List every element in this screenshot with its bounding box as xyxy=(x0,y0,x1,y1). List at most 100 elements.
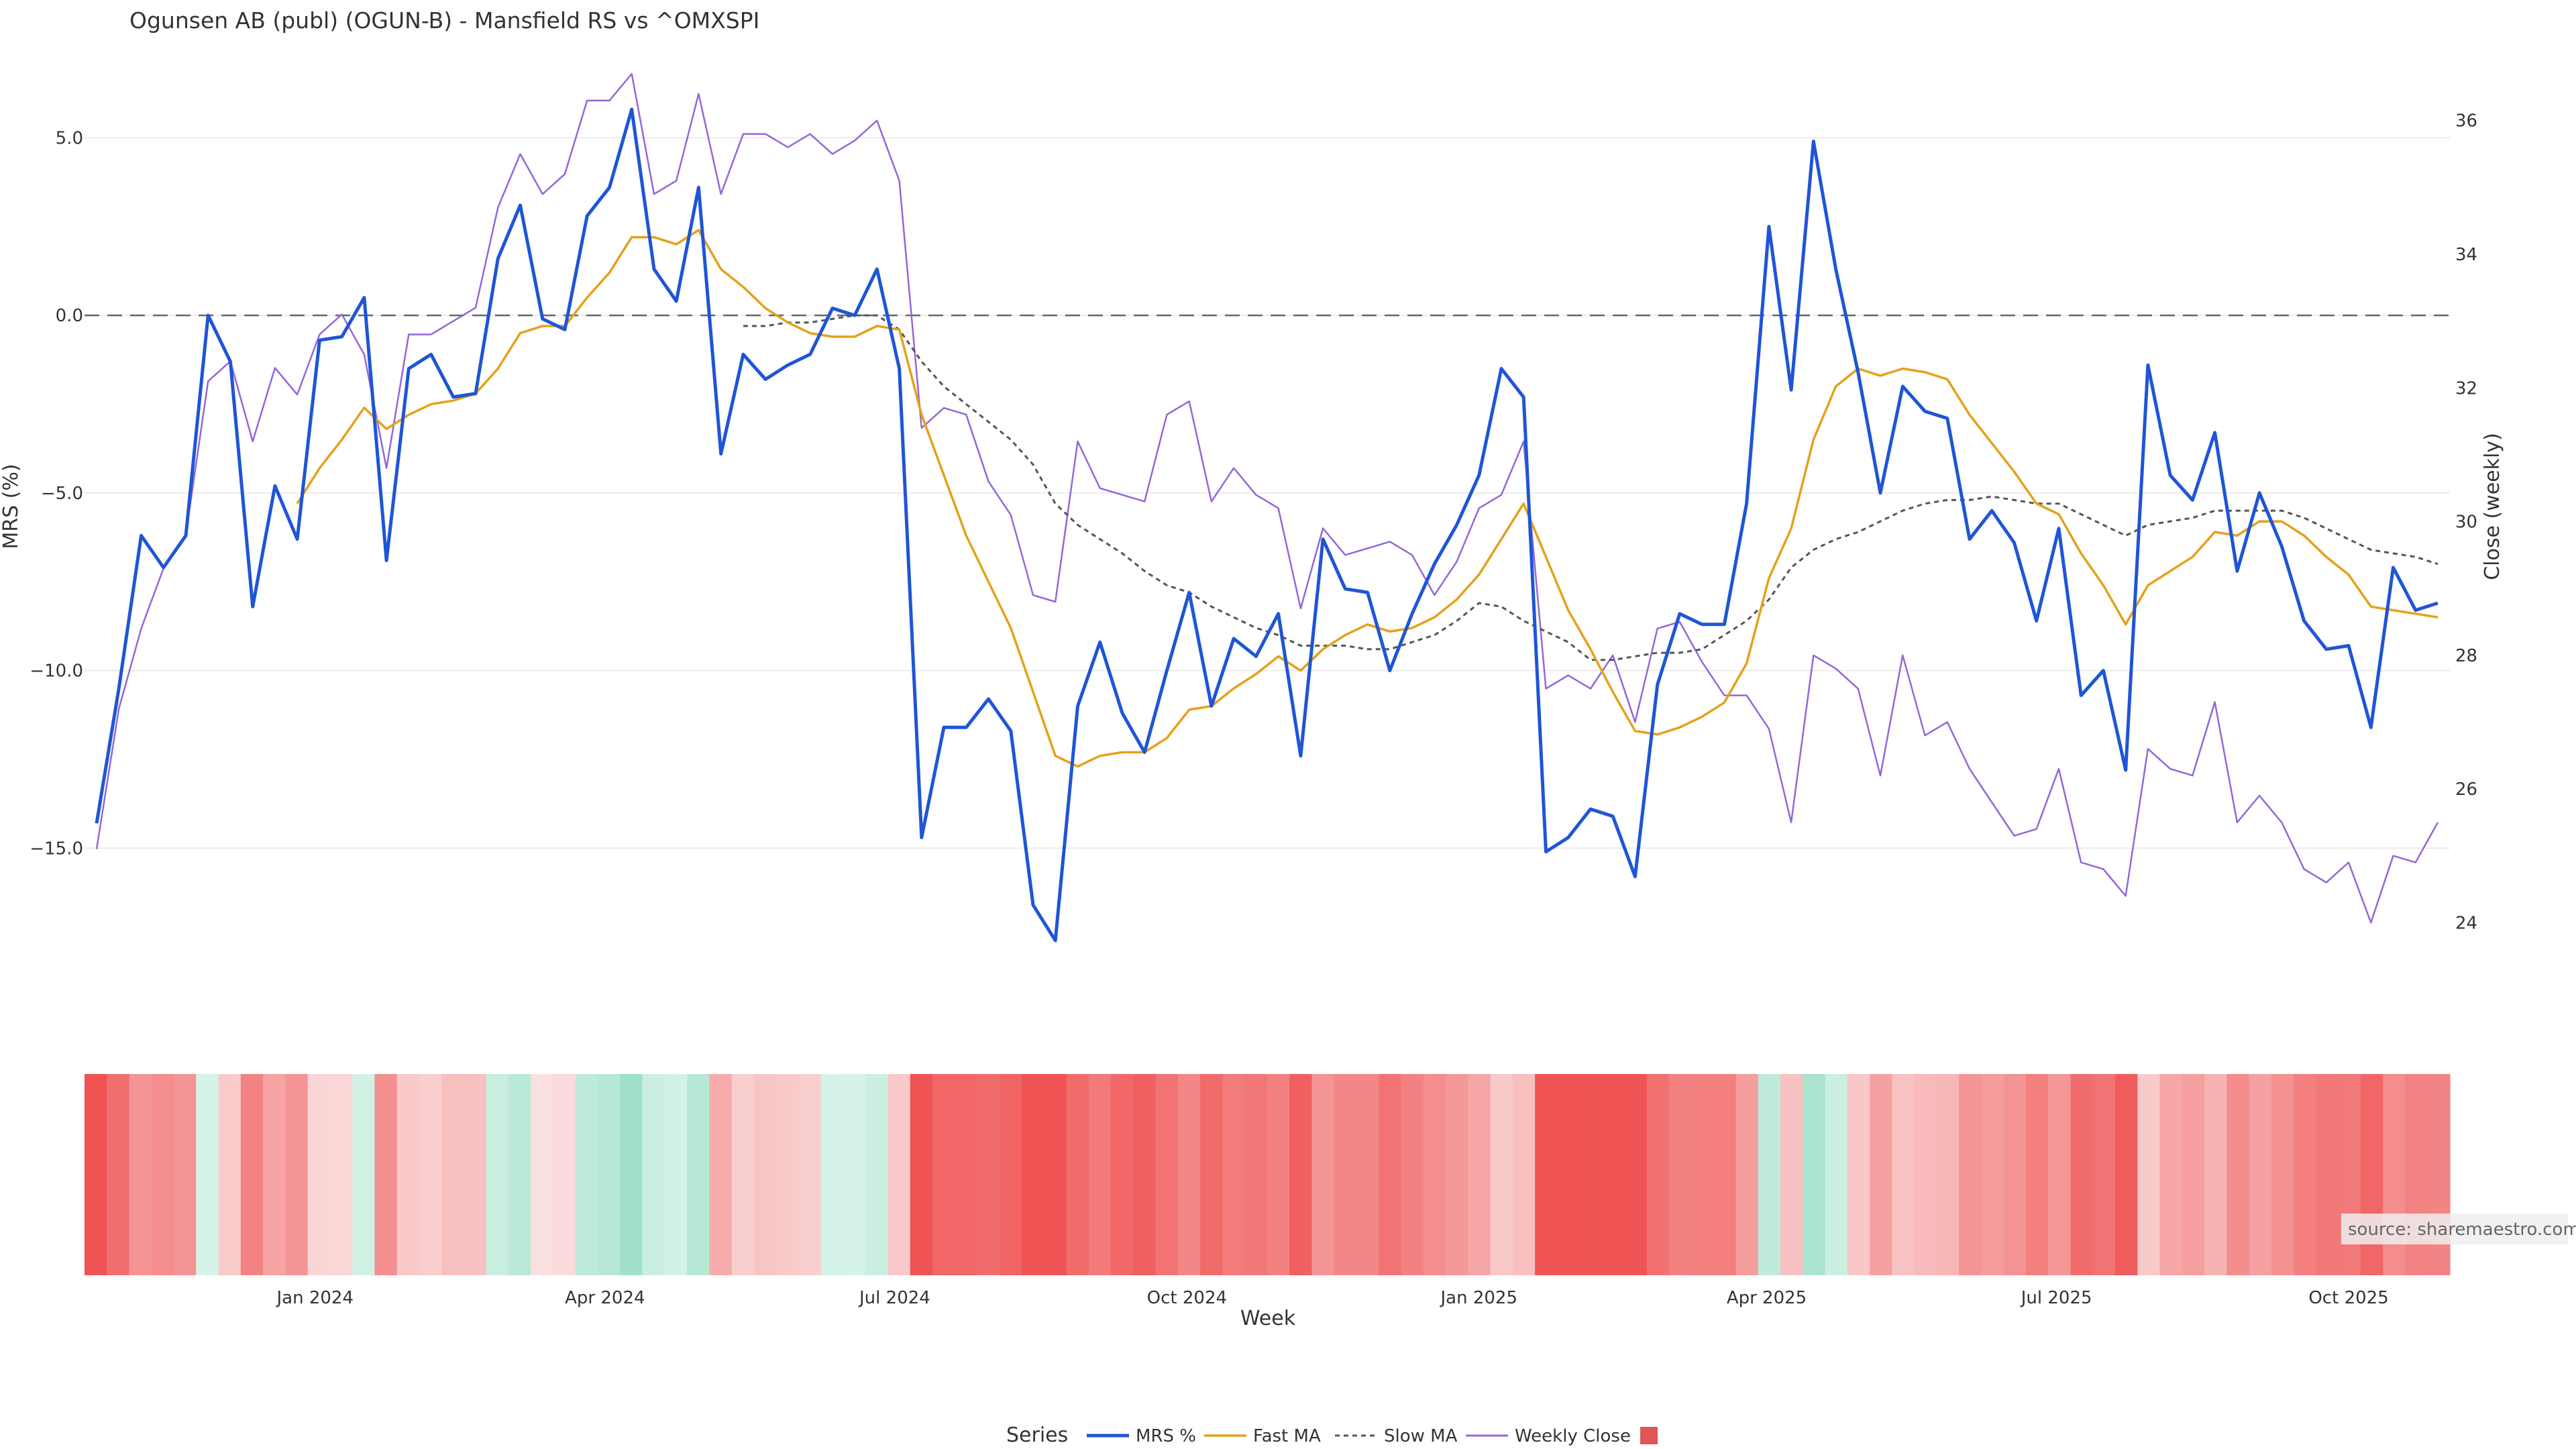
y-left-tick-labels: 5.0 0.0 −5.0 −10.0 −15.0 xyxy=(30,128,83,859)
heatmap-cell xyxy=(888,1074,911,1275)
heatmap-cell xyxy=(575,1074,598,1275)
heatmap-cell xyxy=(129,1074,152,1275)
y-right-tick: 26 xyxy=(2455,780,2477,800)
y-left-tick: −5.0 xyxy=(41,484,83,504)
heatmap-cell xyxy=(107,1074,130,1275)
legend-label-weekly-close: Weekly Close xyxy=(1515,1426,1631,1446)
heatmap-cell xyxy=(1111,1074,1134,1275)
heatmap-cell xyxy=(731,1074,755,1275)
heatmap-cell xyxy=(396,1074,420,1275)
heatmap-cell xyxy=(2003,1074,2027,1275)
heatmap-cell xyxy=(1914,1074,1937,1275)
heatmap-cell xyxy=(1244,1074,1268,1275)
heatmap-cell xyxy=(2249,1074,2272,1275)
heatmap-cell xyxy=(1334,1074,1357,1275)
y-right-axis-title: Close (weekly) xyxy=(2481,433,2504,580)
heatmap-cell xyxy=(910,1074,933,1275)
mrs-heatmap-strip xyxy=(85,1074,2451,1275)
heatmap-cell xyxy=(218,1074,241,1275)
y-right-tick: 28 xyxy=(2455,646,2477,666)
heatmap-cell xyxy=(553,1074,576,1275)
heatmap-cell xyxy=(196,1074,219,1275)
heatmap-cell xyxy=(620,1074,643,1275)
y-right-tick: 34 xyxy=(2455,245,2477,265)
heatmap-cell xyxy=(2383,1074,2406,1275)
source-label-background xyxy=(2341,1214,2568,1244)
series-line-slow-ma xyxy=(743,314,2438,661)
heatmap-cell xyxy=(85,1074,107,1275)
heatmap-cell xyxy=(1646,1074,1670,1275)
y-right-tick: 32 xyxy=(2455,378,2477,398)
heatmap-cell xyxy=(1579,1074,1603,1275)
heatmap-cell xyxy=(776,1074,800,1275)
legend-swatch-heatmap xyxy=(1640,1427,1658,1444)
heatmap-cell xyxy=(419,1074,442,1275)
x-axis-title: Week xyxy=(1240,1307,1296,1330)
gridlines xyxy=(85,137,2450,849)
heatmap-cell xyxy=(1803,1074,1826,1275)
heatmap-cell xyxy=(1133,1074,1157,1275)
series-line-weekly-close xyxy=(95,72,2439,924)
heatmap-cell xyxy=(1490,1074,1513,1275)
heatmap-cell xyxy=(642,1074,665,1275)
x-tick-labels: Jan 2024 Apr 2024 Jul 2024 Oct 2024 Jan 2025… xyxy=(275,1288,2388,1308)
heatmap-cell xyxy=(329,1074,353,1275)
heatmap-cell xyxy=(1356,1074,1379,1275)
heatmap-cell xyxy=(2115,1074,2138,1275)
heatmap-cell xyxy=(486,1074,509,1275)
series-line-fast-ma xyxy=(296,229,2438,768)
heatmap-cell xyxy=(2092,1074,2116,1275)
heatmap-cell xyxy=(955,1074,978,1275)
heatmap-cell xyxy=(2294,1074,2317,1275)
heatmap-cell xyxy=(1468,1074,1491,1275)
heatmap-cell xyxy=(1668,1074,1692,1275)
heatmap-cell xyxy=(798,1074,822,1275)
legend-label-fast-ma: Fast MA xyxy=(1253,1426,1321,1446)
heatmap-cell xyxy=(151,1074,174,1275)
heatmap-cell xyxy=(2316,1074,2339,1275)
heatmap-cell xyxy=(687,1074,710,1275)
legend-title: Series xyxy=(1006,1424,1068,1447)
heatmap-cell xyxy=(1780,1074,1803,1275)
y-right-tick: 24 xyxy=(2455,913,2477,933)
heatmap-cell xyxy=(1311,1074,1335,1275)
heatmap-cell xyxy=(352,1074,376,1275)
heatmap-cell xyxy=(1691,1074,1714,1275)
x-tick: Jul 2024 xyxy=(858,1288,930,1308)
heatmap-cell xyxy=(2204,1074,2227,1275)
heatmap-cell xyxy=(1981,1074,2004,1275)
heatmap-cell xyxy=(2182,1074,2205,1275)
heatmap-cell xyxy=(285,1074,309,1275)
heatmap-cell xyxy=(464,1074,487,1275)
heatmap-cell xyxy=(1267,1074,1290,1275)
y-left-tick: 0.0 xyxy=(56,306,83,326)
x-tick: Jan 2024 xyxy=(275,1288,354,1308)
heatmap-cell xyxy=(2427,1074,2451,1275)
heatmap-cell xyxy=(1758,1074,1781,1275)
heatmap-cell xyxy=(2338,1074,2361,1275)
heatmap-cell xyxy=(1624,1074,1648,1275)
heatmap-cell xyxy=(2360,1074,2383,1275)
chart-title: Ogunsen AB (publ) (OGUN-B) - Mansfield R… xyxy=(129,7,759,34)
heatmap-cell xyxy=(1022,1074,1044,1275)
y-left-tick: −15.0 xyxy=(30,839,83,859)
heatmap-cell xyxy=(1044,1074,1067,1275)
y-right-tick: 30 xyxy=(2455,513,2477,533)
heatmap-cell xyxy=(1155,1074,1179,1275)
heatmap-cell xyxy=(865,1074,889,1275)
legend-label-slow-ma: Slow MA xyxy=(1384,1426,1458,1446)
legend-label-mrs: MRS % xyxy=(1136,1426,1196,1446)
heatmap-cell xyxy=(2271,1074,2294,1275)
heatmap-cell xyxy=(1423,1074,1446,1275)
heatmap-cell xyxy=(2226,1074,2250,1275)
y-right-tick-labels: 36 34 32 30 28 26 24 xyxy=(2455,111,2477,934)
x-tick: Oct 2024 xyxy=(1147,1288,1227,1308)
heatmap-cell xyxy=(307,1074,331,1275)
x-tick: Apr 2024 xyxy=(565,1288,645,1308)
heatmap-cell xyxy=(1177,1074,1201,1275)
heatmap-cell xyxy=(1892,1074,1915,1275)
heatmap-cell xyxy=(598,1074,621,1275)
heatmap-cell xyxy=(1512,1074,1536,1275)
heatmap-cell xyxy=(1735,1074,1759,1275)
series-layer xyxy=(95,72,2439,943)
